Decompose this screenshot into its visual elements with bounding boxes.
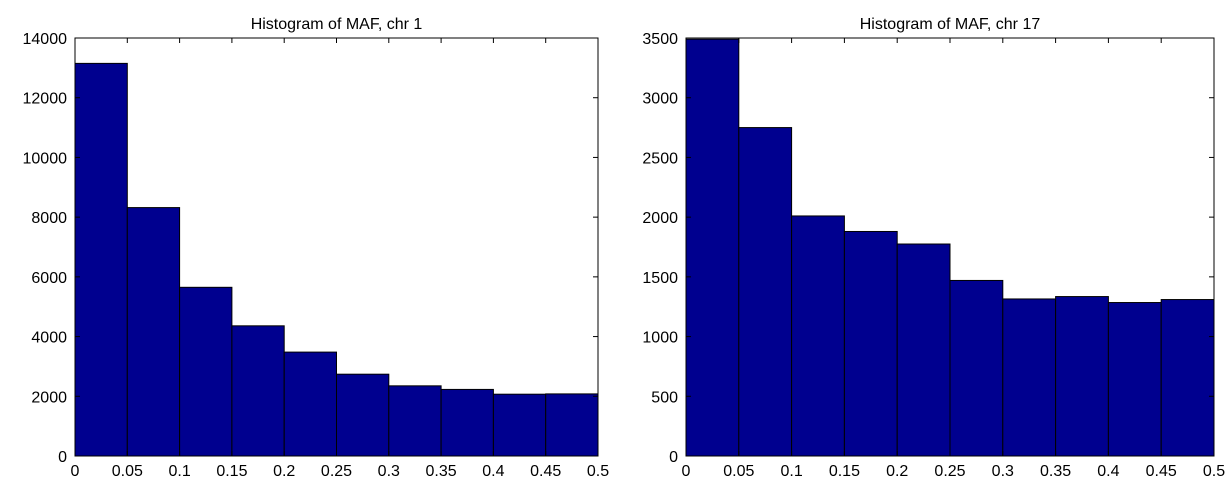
x-tick-label: 0.15 (829, 463, 860, 480)
x-tick-label: 0.25 (934, 463, 965, 480)
histogram-bar (126, 207, 181, 457)
x-tick-label: 0.05 (112, 463, 143, 480)
histogram-bar (896, 243, 951, 457)
chart-panel-1: Histogram of MAF, chr 1 0 0.05 0.1 0.15 0.2 0.… (23, 16, 610, 480)
y-tick-label: 12000 (23, 91, 68, 108)
histogram-bar (545, 393, 599, 457)
y-tick-label: 8000 (31, 210, 67, 227)
x-tick-label: 0.3 (992, 463, 1014, 480)
y-tick-label: 10000 (23, 150, 68, 167)
x-tick-label: 0.4 (1097, 463, 1119, 480)
y-tick-label: 4000 (31, 330, 67, 347)
histogram-bar (1160, 299, 1215, 457)
y-tick-label: 1500 (642, 270, 678, 287)
x-tick-label: 0.05 (723, 463, 754, 480)
x-tick-label: 0.25 (321, 463, 352, 480)
histogram-bar (492, 393, 547, 457)
y-tick-label: 0 (669, 449, 678, 466)
x-tick-label: 0 (682, 463, 691, 480)
chart-title: Histogram of MAF, chr 17 (860, 16, 1041, 33)
x-tick-label: 0.1 (168, 463, 190, 480)
y-tick-label: 14000 (23, 31, 68, 48)
y-tick-label: 3000 (642, 91, 678, 108)
x-tick-label: 0.1 (780, 463, 802, 480)
histogram-bar (336, 373, 390, 457)
histogram-bar (843, 230, 898, 457)
chart-title: Histogram of MAF, chr 1 (251, 16, 423, 33)
histogram-bar (791, 215, 845, 457)
histogram-bar (1107, 302, 1162, 457)
histogram-bar (283, 351, 338, 457)
x-tick-label: 0.45 (1146, 463, 1177, 480)
x-tick-label: 0.3 (378, 463, 400, 480)
histogram-bar (440, 388, 494, 457)
x-tick-label: 0.15 (216, 463, 247, 480)
y-tick-label: 6000 (31, 270, 67, 287)
x-tick-label: 0 (71, 463, 80, 480)
x-tick-label: 0.35 (1040, 463, 1071, 480)
histogram-bar (949, 279, 1004, 457)
x-tick-label: 0.4 (482, 463, 504, 480)
histogram-bar (74, 62, 128, 457)
x-tick-label: 0.5 (1203, 463, 1225, 480)
x-tick-label: 0.5 (587, 463, 609, 480)
y-tick-label: 2500 (642, 150, 678, 167)
histogram-bar (738, 127, 793, 457)
x-tick-label: 0.2 (886, 463, 908, 480)
y-tick-label: 2000 (31, 389, 67, 406)
histogram-bar (231, 325, 285, 457)
histogram-bar (1055, 296, 1109, 457)
histogram-bar (388, 385, 442, 457)
y-tick-label: 2000 (642, 210, 678, 227)
x-tick-label: 0.45 (530, 463, 561, 480)
histogram-bar (1002, 298, 1057, 457)
x-tick-label: 0.2 (273, 463, 295, 480)
x-tick-label: 0.35 (426, 463, 457, 480)
y-tick-label: 500 (651, 389, 678, 406)
chart-panel-2: Histogram of MAF, chr 17 0 0.05 0.1 0.15 0.2 0… (642, 16, 1225, 480)
histogram-bar (685, 38, 740, 457)
histogram-bar (179, 286, 233, 457)
y-tick-label: 3500 (642, 31, 678, 48)
y-tick-label: 1000 (642, 330, 678, 347)
y-tick-label: 0 (58, 449, 67, 466)
